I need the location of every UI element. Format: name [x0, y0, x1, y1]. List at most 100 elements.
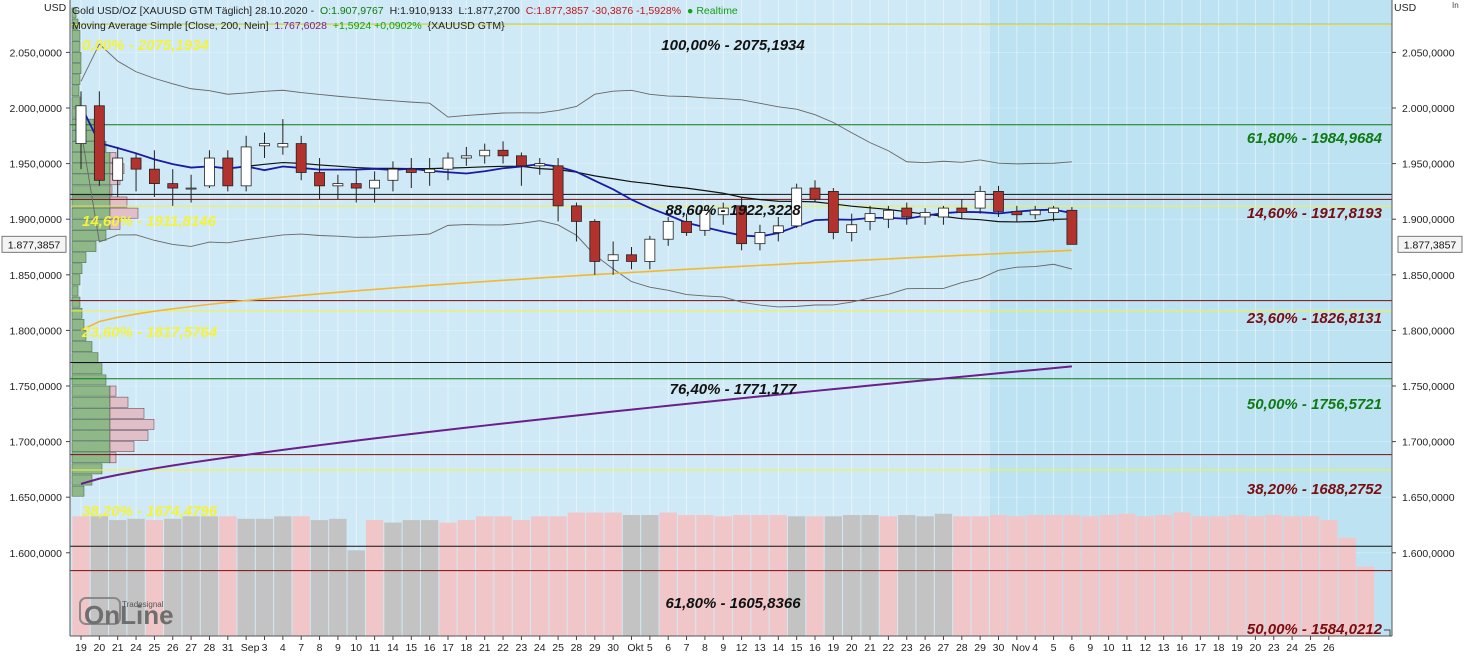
volume-bar [898, 515, 916, 636]
volume-bar [1210, 516, 1228, 636]
x-tick-label: 28 [956, 642, 968, 654]
x-tick-label: 17 [442, 642, 454, 654]
y-tick-label-left: 1.950,0000 [9, 159, 62, 171]
candle-body [369, 179, 381, 189]
candle-body [864, 213, 876, 222]
profile-bar-green [71, 374, 107, 386]
volume-bar [329, 518, 347, 636]
profile-bar-green [71, 7, 77, 19]
profile-bar-pink [109, 407, 145, 419]
volume-bar [861, 515, 879, 636]
profile-bar-green [71, 141, 107, 152]
volume-bar [274, 516, 292, 636]
x-tick-label: 16 [1176, 642, 1188, 654]
indicator-label: Moving Average Simple [Close, 200, Nein] [72, 20, 269, 32]
volume-bar [567, 512, 586, 636]
candle-body [1048, 207, 1059, 213]
volume-bar [182, 516, 200, 636]
candle-body [919, 212, 931, 218]
volume-bar [402, 520, 420, 636]
candle-body [405, 168, 417, 173]
y-tick-label-right: 2.000,0000 [1402, 103, 1455, 115]
fib-label: 14,60% - 1917,8193 [1247, 205, 1383, 222]
x-tick-label: 21 [479, 642, 491, 654]
volume-bar [1063, 515, 1081, 636]
low-value: L:1.877,2700 [458, 5, 520, 17]
candle-body [516, 155, 527, 167]
y-tick-label-left: 2.050,0000 [9, 47, 62, 59]
volume-bar [879, 516, 898, 636]
indicator-change: +1,5924 +0,0902% [332, 20, 422, 32]
volume-bar [219, 516, 237, 636]
volume-bar [1301, 516, 1320, 636]
fib-label: 38,20% - 1674,4796 [82, 503, 218, 520]
candle-body [846, 224, 858, 233]
candle-body [644, 238, 656, 262]
logo-frame [79, 597, 121, 625]
x-tick-label: 12 [736, 642, 748, 654]
x-tick-label: 20 [94, 642, 106, 654]
y-tick-label-left: 1.700,0000 [9, 437, 62, 449]
volume-bar [347, 550, 365, 636]
bollinger-upper-line [80, 43, 1072, 165]
y-tick-label-right: 1.750,0000 [1402, 381, 1455, 393]
candle-body [736, 205, 747, 245]
fib-label: 50,00% - 1756,5721 [1247, 396, 1382, 413]
last-price-label-left: 1.877,3857 [8, 239, 61, 251]
candle-body [295, 143, 307, 173]
fib-label: 88,60% - 1922,3228 [665, 202, 801, 219]
x-tick-label: 26 [167, 642, 179, 654]
x-tick-label: 9 [1087, 642, 1093, 654]
profile-bar-green [71, 41, 81, 52]
header-line-1: Gold USD/OZ [XAUUSD GTM Täglich] 28.10.2… [72, 5, 738, 17]
candle-body [204, 157, 215, 187]
y-tick-label-right: 1.950,0000 [1402, 159, 1455, 171]
candle-body [589, 221, 601, 262]
x-tick-label: 10 [1103, 642, 1115, 654]
profile-bar-pink [109, 207, 139, 219]
x-tick-label: 16 [424, 642, 436, 654]
fib-label: 23,60% - 1817,5764 [81, 324, 218, 341]
fib-label: 76,40% - 1771,177 [670, 381, 797, 398]
x-tick-label: 5 [1051, 642, 1057, 654]
volume-bar [494, 516, 512, 636]
x-tick-label: 19 [75, 642, 87, 654]
x-tick-label: 15 [791, 642, 803, 654]
ma-gold-line [80, 249, 1072, 332]
candle-body [442, 157, 454, 170]
profile-bar-green [71, 430, 111, 441]
volume-bar [916, 516, 934, 636]
profile-bar-green [71, 52, 82, 63]
candle-body [938, 207, 949, 218]
profile-bar-pink [109, 430, 149, 441]
candle-body [809, 187, 821, 200]
profile-bar-green [71, 485, 85, 497]
profile-bar-green [71, 341, 93, 352]
volume-bar [1246, 516, 1265, 636]
x-tick-label: 26 [919, 642, 931, 654]
x-tick-label: 9 [335, 642, 341, 654]
candle-body [993, 190, 1004, 212]
volume-bar [604, 512, 622, 636]
x-tick-label: Sep [241, 642, 260, 654]
x-tick-label: 24 [534, 642, 546, 654]
candle-body [75, 105, 87, 144]
x-tick-label: 23 [516, 642, 528, 654]
profile-bar-green [71, 263, 83, 275]
candle-body [883, 209, 894, 220]
y-tick-label-right: 1.900,0000 [1402, 214, 1455, 226]
volume-bar [1228, 515, 1246, 636]
profile-bar-green [71, 363, 103, 375]
x-tick-label: 22 [497, 642, 509, 654]
x-tick-label: 30 [993, 642, 1005, 654]
header-line-2: Moving Average Simple [Close, 200, Nein]… [72, 19, 508, 34]
profile-bar-green [71, 230, 107, 241]
y-tick-label-left: 1.650,0000 [9, 492, 62, 504]
x-tick-label: 28 [204, 642, 216, 654]
volume-bar [1356, 566, 1375, 636]
volume-bar [934, 513, 953, 636]
candle-body [314, 172, 325, 187]
x-tick-label: 22 [883, 642, 895, 654]
realtime-label: Realtime [696, 5, 738, 17]
